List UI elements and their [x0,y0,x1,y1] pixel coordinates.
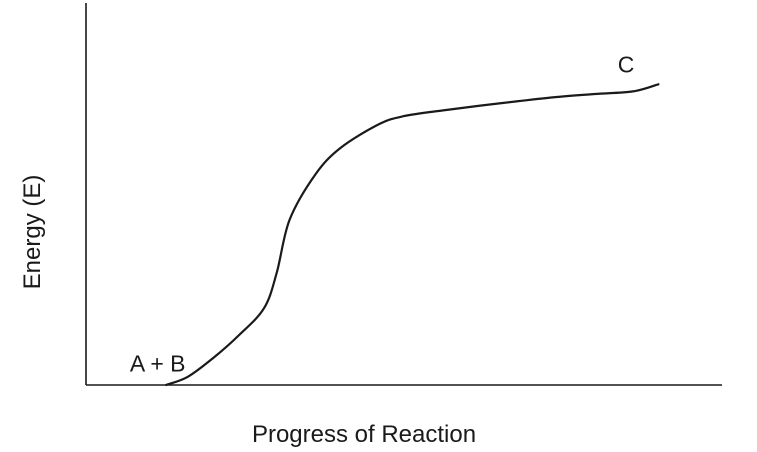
y-axis-label: Energy (E) [19,175,46,290]
annotations: A + B C [130,51,634,376]
energy-curve [165,83,660,387]
reactants-label: A + B [130,351,186,377]
product-label: C [618,51,635,77]
x-axis-label: Progress of Reaction [252,421,476,448]
